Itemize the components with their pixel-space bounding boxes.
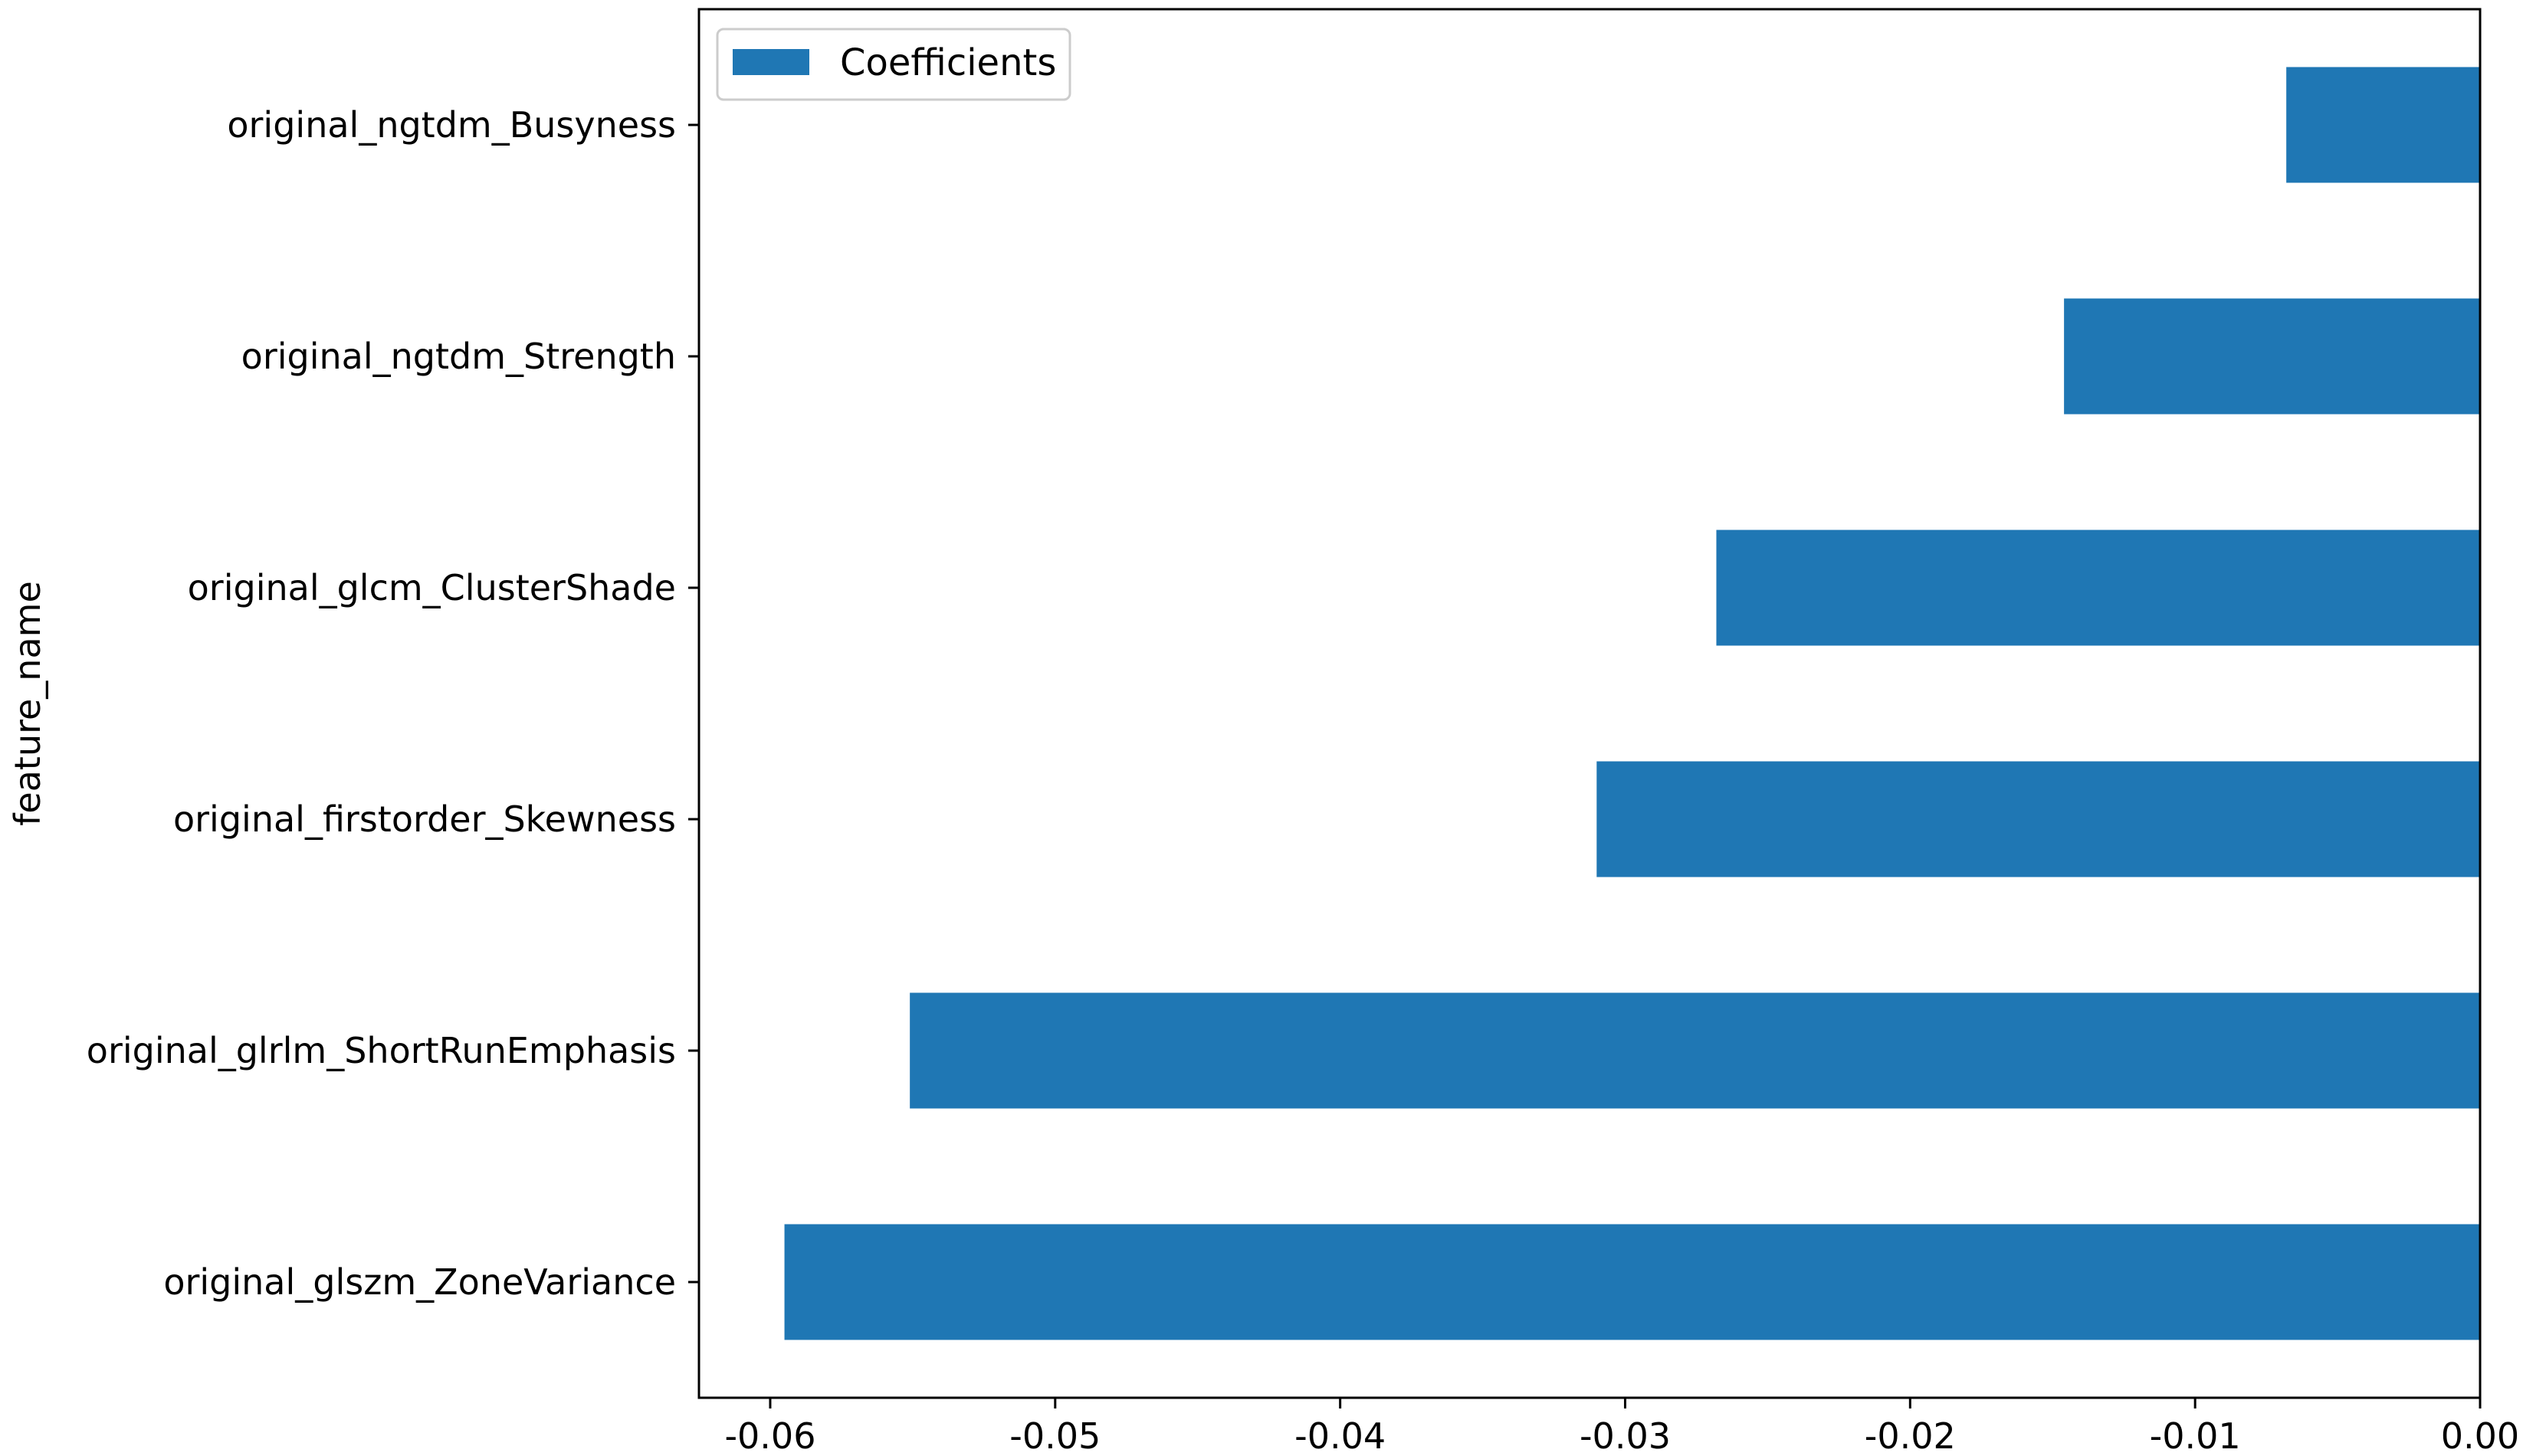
y-category-label: original_ngtdm_Strength: [241, 336, 676, 377]
y-category-label: original_glcm_ClusterShade: [188, 567, 676, 608]
y-axis: original_glszm_ZoneVariance original_glrl…: [87, 104, 699, 1303]
x-tick-label: -0.01: [2150, 1415, 2241, 1456]
y-category-label: original_glszm_ZoneVariance: [163, 1261, 676, 1303]
bar-original_glcm_ClusterShade: [1716, 530, 2480, 646]
x-tick-label: 0.00: [2441, 1415, 2519, 1456]
bars-layer: [784, 67, 2480, 1340]
y-category-label: original_ngtdm_Busyness: [227, 104, 676, 146]
bar-original_glrlm_ShortRunEmphasis: [910, 992, 2480, 1109]
x-tick-label: -0.05: [1009, 1415, 1101, 1456]
legend-swatch: [733, 49, 809, 75]
x-tick-label: -0.02: [1865, 1415, 1956, 1456]
plot-frame: [697, 8, 2482, 1399]
y-axis-title: feature_name: [7, 581, 48, 826]
x-axis: -0.06 -0.05 -0.04 -0.03 -0.02 -0.01 0.00: [724, 1398, 2519, 1456]
legend-label: Coefficients: [840, 41, 1056, 84]
bar-original_firstorder_Skewness: [1596, 761, 2480, 877]
y-category-label: original_firstorder_Skewness: [173, 799, 676, 840]
y-category-label: original_glrlm_ShortRunEmphasis: [87, 1030, 676, 1071]
x-tick-label: -0.06: [724, 1415, 815, 1456]
x-tick-label: -0.04: [1294, 1415, 1386, 1456]
legend: Coefficients: [716, 28, 1071, 101]
bar-original_glszm_ZoneVariance: [784, 1224, 2480, 1340]
bar-original_ngtdm_Strength: [2064, 298, 2480, 415]
bar-original_ngtdm_Busyness: [2286, 67, 2480, 183]
legend-box: [716, 28, 1071, 101]
x-tick-label: -0.03: [1580, 1415, 1671, 1456]
